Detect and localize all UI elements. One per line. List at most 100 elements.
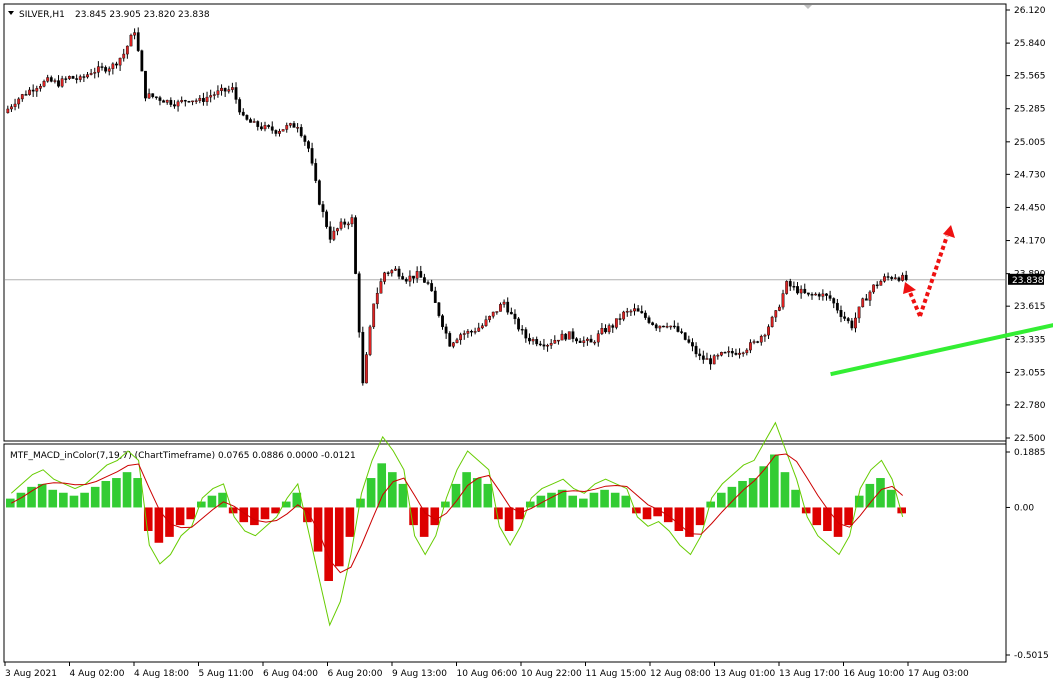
macd-bar [886,489,896,508]
candle-body [339,221,343,229]
candle-body [336,228,339,232]
candle-body [897,277,901,281]
macd-bar [589,492,599,508]
candle-body [672,325,676,328]
time-tick-label: 4 Aug 02:00 [70,669,125,679]
price-axis: 26.120 25.840 25.565 25.285 25.005 24.730 24.4… [1006,6,1046,444]
macd-bar [430,507,440,526]
macd-bar [801,507,811,514]
candle-body [618,318,622,320]
candle-body [441,315,444,328]
candle-body [111,63,115,69]
price-tick-label: 24.730 [1014,170,1046,180]
candle-body [28,89,31,95]
candle-body [495,311,499,313]
macd-bar [494,507,503,520]
candle-body [883,276,886,282]
candle-body [593,341,597,344]
macd-bar [568,495,578,508]
candle-body [93,72,97,74]
candle-body [24,94,28,96]
macd-bar [27,486,36,508]
macd-bar [844,507,853,526]
macd-bar [112,478,121,508]
candle-body [694,345,698,355]
candle-body [249,119,252,123]
candle-body [67,76,71,79]
macd-bar [854,495,864,508]
candle-body [20,94,24,100]
candle-body [854,317,857,329]
candle-body [35,88,39,92]
candle-body [893,277,897,279]
candle-body [701,355,705,360]
candle-body [680,331,683,333]
candle-body [528,337,531,342]
candle-body [194,100,198,102]
macd-bar [186,507,196,520]
candle-body [814,293,818,296]
candle-body [622,311,626,320]
candle-body [705,358,709,360]
candle-body [861,298,865,308]
macd-bar [228,507,238,514]
macd-bar [59,492,68,508]
macd-bar [812,507,822,526]
price-tick-label: 25.840 [1014,39,1046,49]
candle-body [712,355,716,365]
candle-body [13,103,17,107]
macd-bar [334,507,344,567]
price-tick-label: 26.120 [1014,6,1046,16]
price-tick-label: 23.055 [1014,368,1046,378]
candle-body [535,339,539,345]
candle-body [785,281,789,294]
candle-body [821,293,825,297]
candle-body [604,328,607,333]
candle-body [267,125,271,127]
macd-bar [695,507,705,526]
candle-body [419,271,423,278]
candle-body [125,45,129,55]
candle-body [683,332,687,340]
candle-body [462,333,466,335]
candle-body [169,99,173,105]
candle-body [151,93,155,97]
candle-body [198,97,202,101]
candle-body [890,277,894,279]
macd-bar [69,495,79,508]
candle-body [444,326,448,334]
candle-body [745,349,749,354]
candle-body [173,104,176,107]
candle-body [596,333,600,343]
macd-bar [281,501,291,508]
price-tick-label: 25.005 [1014,138,1046,148]
macd-bar [6,498,15,508]
candle-body [191,100,194,103]
candle-body [564,333,568,340]
macd-bar [37,483,47,508]
macd-bar [780,472,790,508]
candle-body [140,50,144,72]
macd-bar [716,492,726,508]
candle-body [828,295,832,299]
candle-body [491,311,495,317]
candle-body [839,310,843,317]
candle-body [165,99,169,103]
macd-bar [557,489,567,508]
candle-body [281,129,285,132]
candle-body [575,338,578,342]
time-tick-label: 3 Aug 2021 [5,669,57,679]
candle-body [383,272,386,282]
chart-menu-icon[interactable] [8,11,14,15]
symbol-label: SILVER,H1 [19,10,65,20]
macd-bar [260,507,270,520]
candle-body [477,327,481,332]
candle-body [614,318,618,328]
candle-body [71,76,75,79]
time-tick-label: 10 Aug 06:00 [457,669,518,679]
candle-body [365,354,368,384]
candle-body [104,67,108,72]
candle-body [375,293,379,305]
candle-body [546,345,549,347]
